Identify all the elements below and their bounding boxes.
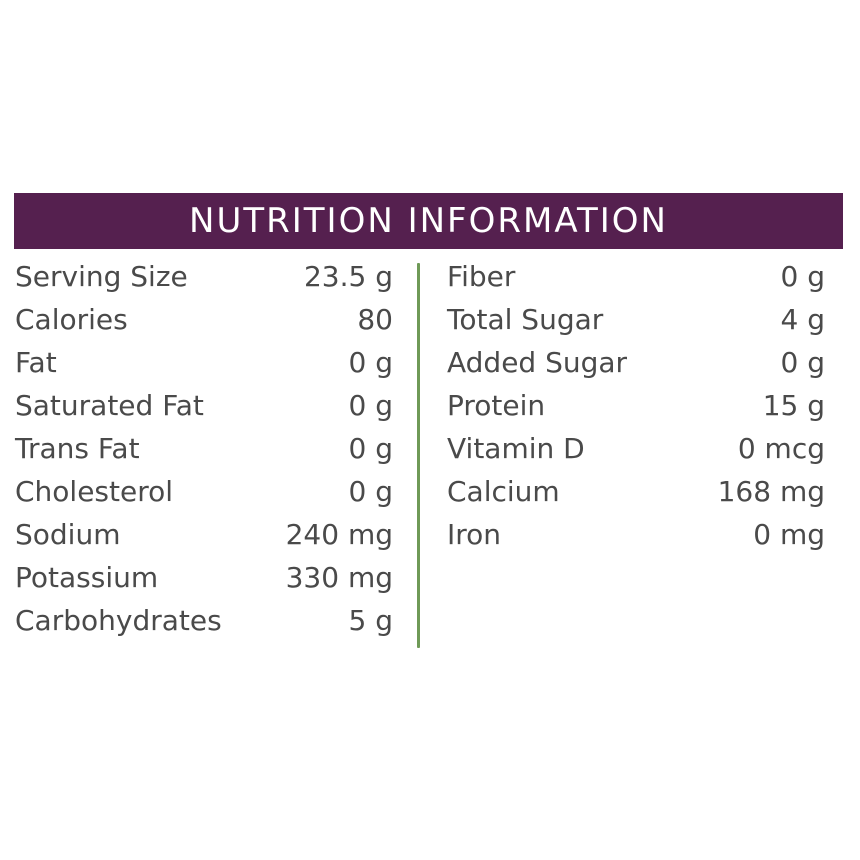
nutrition-title: NUTRITION INFORMATION xyxy=(189,201,668,241)
nutrition-header: NUTRITION INFORMATION xyxy=(14,193,843,249)
nutrient-row-fat: Fat 0 g xyxy=(15,341,393,384)
nutrient-value: 240 mg xyxy=(285,518,393,551)
nutrient-value: 5 g xyxy=(348,604,394,637)
nutrient-value: 0 g xyxy=(348,475,394,508)
nutrient-row-calories: Calories 80 xyxy=(15,298,393,341)
nutrient-row-iron: Iron 0 mg xyxy=(447,513,825,556)
nutrient-label: Added Sugar xyxy=(447,346,628,379)
nutrient-value: 0 g xyxy=(348,432,394,465)
nutrient-label: Vitamin D xyxy=(447,432,585,465)
nutrient-label: Potassium xyxy=(15,561,159,594)
nutrient-label: Carbohydrates xyxy=(15,604,222,637)
nutrient-value: 23.5 g xyxy=(303,260,393,293)
column-divider xyxy=(417,263,420,648)
nutrient-row-fiber: Fiber 0 g xyxy=(447,255,825,298)
nutrient-value: 0 g xyxy=(348,389,394,422)
nutrient-row-vitamin-d: Vitamin D 0 mcg xyxy=(447,427,825,470)
nutrient-label: Protein xyxy=(447,389,546,422)
nutrient-row-protein: Protein 15 g xyxy=(447,384,825,427)
nutrition-columns: Serving Size 23.5 g Calories 80 Fat 0 g … xyxy=(14,249,843,659)
nutrient-row-added-sugar: Added Sugar 0 g xyxy=(447,341,825,384)
nutrient-value: 0 g xyxy=(348,346,394,379)
nutrient-row-trans-fat: Trans Fat 0 g xyxy=(15,427,393,470)
nutrient-label: Fiber xyxy=(447,260,516,293)
nutrient-label: Serving Size xyxy=(15,260,188,293)
nutrient-row-cholesterol: Cholesterol 0 g xyxy=(15,470,393,513)
nutrient-value: 80 xyxy=(357,303,393,336)
nutrient-value: 0 g xyxy=(780,260,826,293)
nutrient-label: Calories xyxy=(15,303,128,336)
nutrient-row-saturated-fat: Saturated Fat 0 g xyxy=(15,384,393,427)
nutrient-row-total-sugar: Total Sugar 4 g xyxy=(447,298,825,341)
nutrient-label: Iron xyxy=(447,518,502,551)
nutrient-value: 330 mg xyxy=(285,561,393,594)
nutrition-panel: NUTRITION INFORMATION Serving Size 23.5 … xyxy=(14,193,843,659)
nutrient-row-serving-size: Serving Size 23.5 g xyxy=(15,255,393,298)
nutrient-row-sodium: Sodium 240 mg xyxy=(15,513,393,556)
right-nutrient-column: Fiber 0 g Total Sugar 4 g Added Sugar 0 … xyxy=(447,255,825,556)
nutrient-value: 168 mg xyxy=(717,475,825,508)
nutrient-value: 0 mg xyxy=(753,518,825,551)
nutrient-label: Cholesterol xyxy=(15,475,174,508)
nutrient-label: Total Sugar xyxy=(447,303,604,336)
nutrient-label: Saturated Fat xyxy=(15,389,204,422)
nutrient-value: 0 mcg xyxy=(737,432,825,465)
nutrient-value: 15 g xyxy=(762,389,825,422)
nutrient-row-calcium: Calcium 168 mg xyxy=(447,470,825,513)
nutrient-value: 0 g xyxy=(780,346,826,379)
nutrient-label: Trans Fat xyxy=(15,432,140,465)
nutrient-value: 4 g xyxy=(780,303,826,336)
left-nutrient-column: Serving Size 23.5 g Calories 80 Fat 0 g … xyxy=(15,255,393,642)
nutrient-label: Sodium xyxy=(15,518,121,551)
nutrient-label: Calcium xyxy=(447,475,560,508)
nutrient-row-potassium: Potassium 330 mg xyxy=(15,556,393,599)
nutrient-row-carbohydrates: Carbohydrates 5 g xyxy=(15,599,393,642)
nutrient-label: Fat xyxy=(15,346,57,379)
